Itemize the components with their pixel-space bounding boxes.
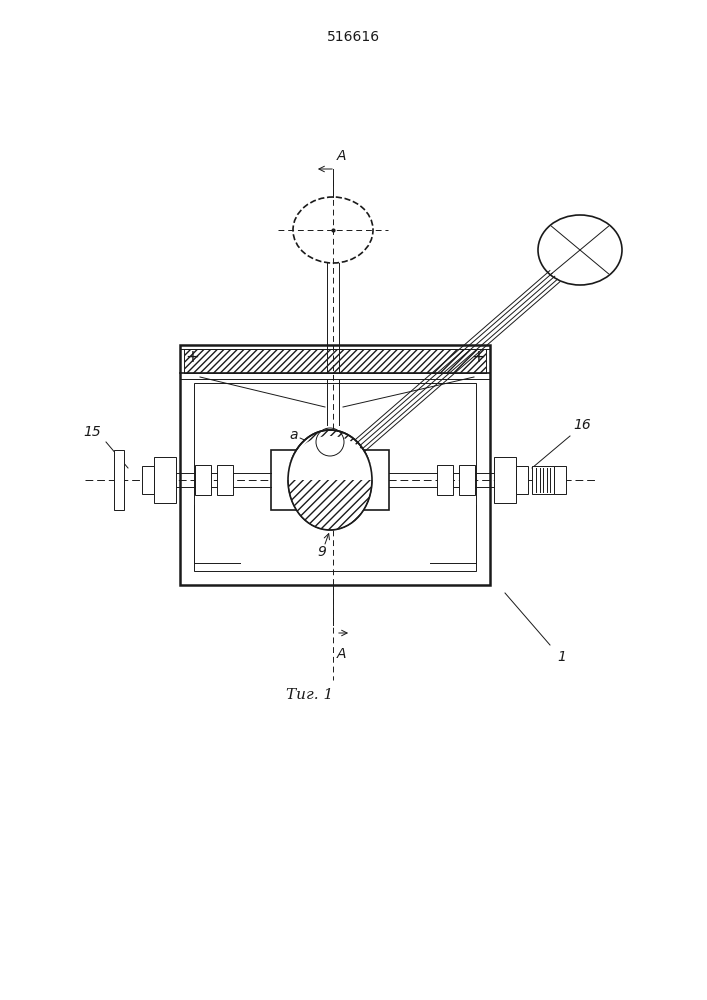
Text: +: + xyxy=(471,348,485,366)
Text: Τиг. 1: Τиг. 1 xyxy=(286,688,334,702)
Text: +: + xyxy=(185,348,199,366)
Bar xyxy=(114,450,124,510)
Text: 9: 9 xyxy=(317,545,327,559)
Text: a: a xyxy=(290,428,298,442)
Text: A: A xyxy=(337,149,346,163)
Bar xyxy=(195,465,211,495)
Bar xyxy=(271,450,389,510)
Text: 516616: 516616 xyxy=(327,30,380,44)
Bar xyxy=(532,466,554,494)
Bar xyxy=(494,457,516,503)
Wedge shape xyxy=(286,436,374,480)
Bar xyxy=(184,349,486,373)
Bar xyxy=(217,465,233,495)
Text: 1: 1 xyxy=(558,650,566,664)
Text: A: A xyxy=(337,647,346,661)
Text: 16: 16 xyxy=(573,418,591,432)
Bar xyxy=(437,465,453,495)
Bar xyxy=(459,465,475,495)
Bar xyxy=(180,345,490,585)
Bar xyxy=(516,466,528,494)
Bar xyxy=(194,383,476,571)
Text: 15: 15 xyxy=(83,425,101,439)
Bar xyxy=(142,466,154,494)
Bar xyxy=(554,466,566,494)
Bar xyxy=(154,457,176,503)
Ellipse shape xyxy=(288,430,372,530)
